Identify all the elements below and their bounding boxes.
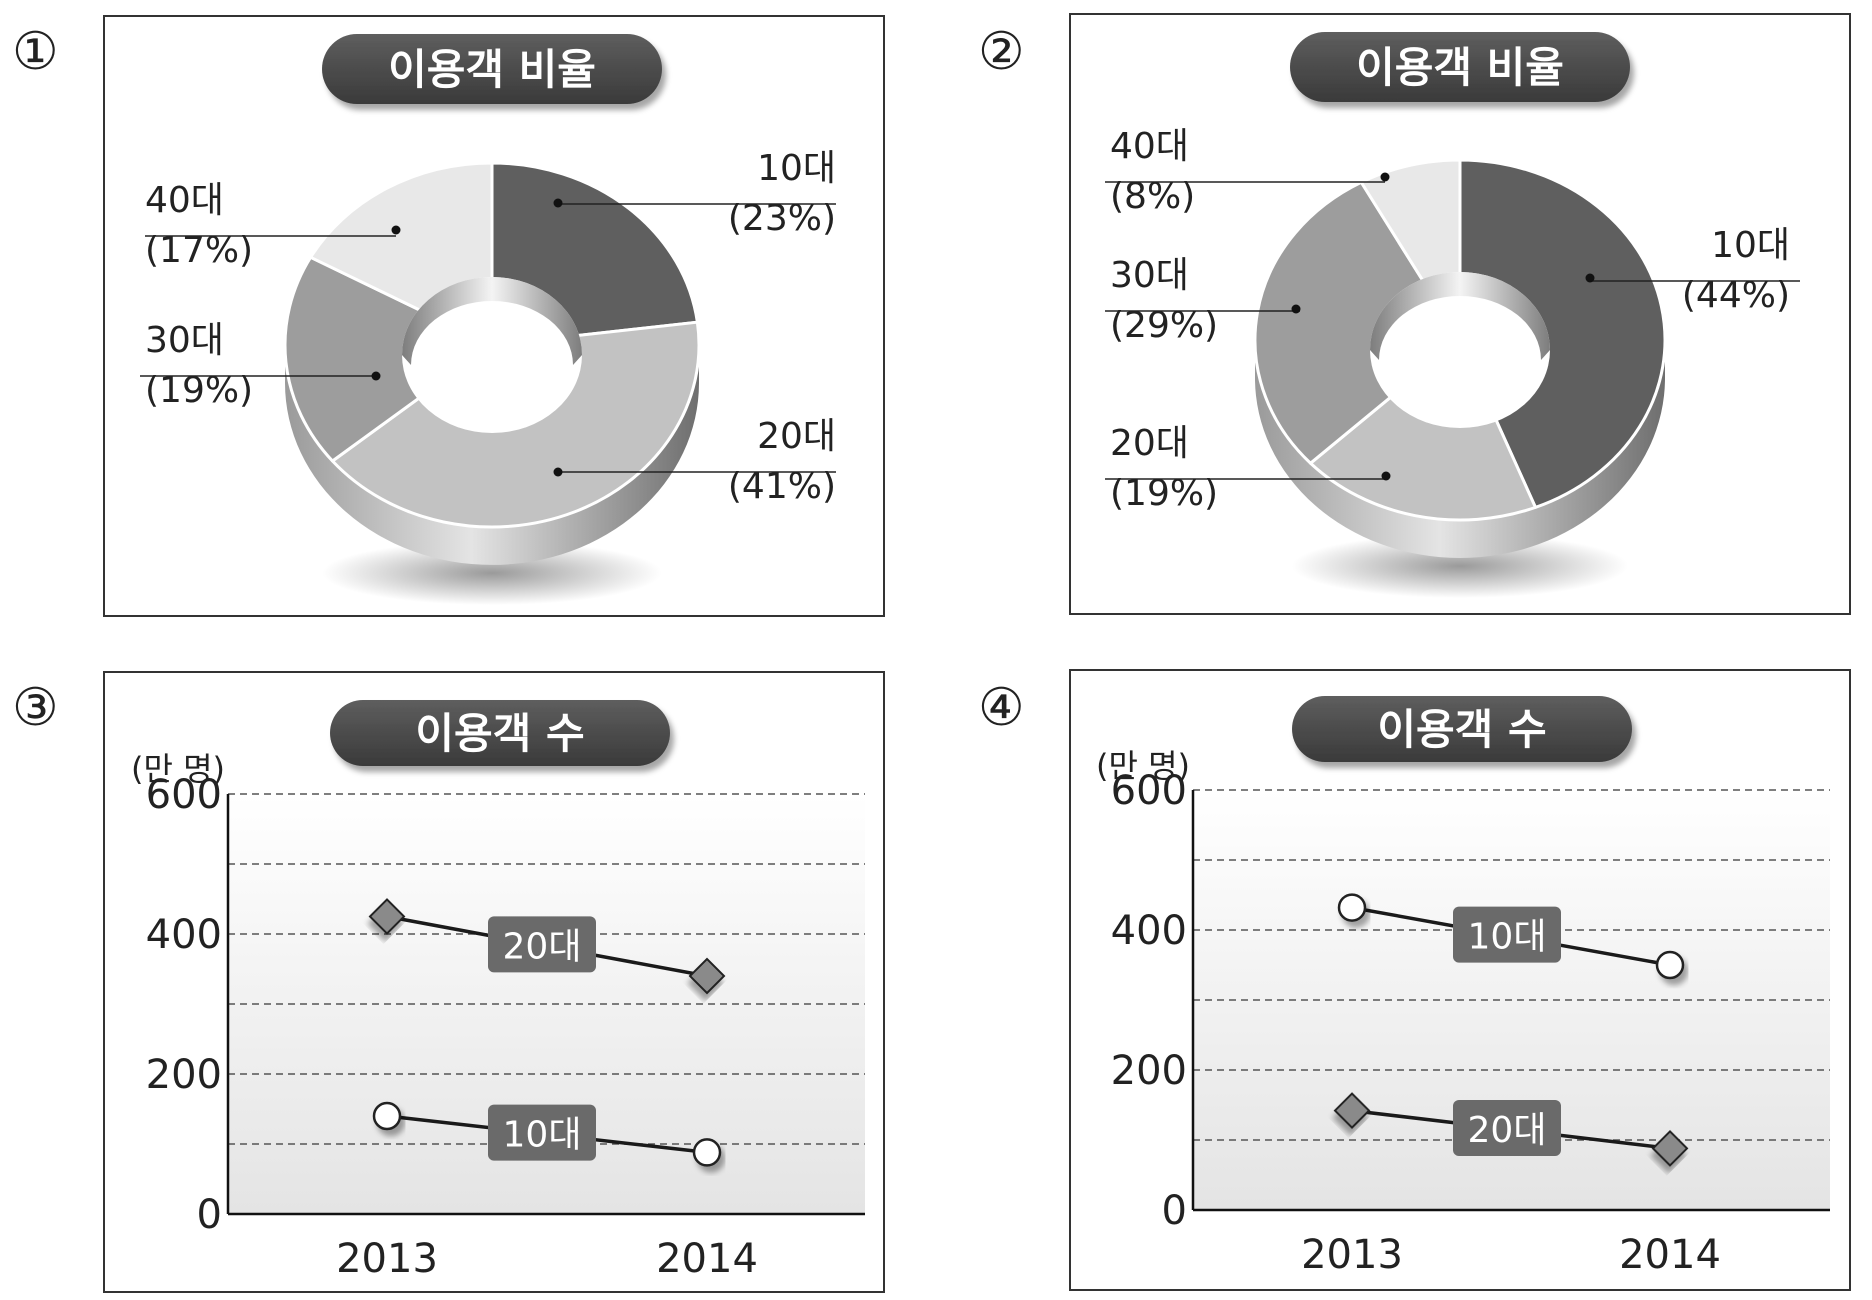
slice-value-label: (29%) [1110,305,1218,346]
line-chart-2: 이용객 수 (만 명) 0 200 400 600 2013 2014 10대 20대 [1069,669,1851,1291]
slice-label: 10대 [1711,225,1790,266]
series-label: 10대 [503,1115,582,1156]
x-tick-label: 2014 [656,1236,758,1282]
slice-value-label: (44%) [1682,275,1790,316]
y-axis-unit: (만 명) [1096,747,1190,785]
slice-label: 40대 [145,180,224,221]
donut-hole [1370,272,1550,428]
series-label: 20대 [1468,1110,1547,1151]
leader-dot [1380,172,1390,182]
x-tick-label: 2014 [1619,1232,1721,1278]
x-tick-label: 2013 [1301,1232,1403,1278]
panel-number-1: ① [12,22,59,82]
data-point-diamond [688,957,726,995]
series-label: 20대 [503,926,582,967]
line-chart-1: 이용객 수 (만 명) 0 200 400 600 2013 2014 20대 10대 [103,671,885,1293]
leader-dot [553,198,563,208]
y-tick-label: 600 [1111,768,1187,814]
panel-number-4: ④ [978,678,1025,738]
data-point-diamond [1651,1130,1689,1167]
leader-dot [1291,304,1301,314]
slice-label: 20대 [1110,423,1189,464]
donut-chart-2: 이용객 비율 10대 (44%) 20대 (19%) 30대 (29%) 40대 (8%) [1069,13,1851,615]
donut-chart-1: 이용객 비율 10대 (23%) 20대 (41%) 30대 (19%) 40대 (17%) [103,15,885,617]
title-banner [1290,32,1630,102]
slice-label: 30대 [145,320,224,361]
slice-10대 [1458,158,1667,509]
chart-title: 이용객 수 [415,709,584,758]
slice-value-label: (41%) [728,466,836,507]
y-tick-label: 0 [1162,1188,1187,1234]
x-tick-label: 2013 [336,1236,438,1282]
donut-rim [285,345,699,565]
chart-title: 이용객 비율 [388,45,596,94]
slice-value-label: (19%) [145,370,253,411]
leader-dot [1585,273,1595,283]
y-tick-label: 400 [1111,908,1187,954]
donut-shadow [1291,534,1629,598]
title-banner [1292,696,1632,762]
data-point-circle [372,1101,402,1131]
y-tick-label: 0 [197,1192,222,1238]
chart-title: 이용객 수 [1377,705,1546,754]
leader-dot [391,225,401,235]
title-banner [322,34,662,104]
chart-title: 이용객 비율 [1356,43,1564,92]
data-point-circle [1655,950,1685,980]
title-banner [330,700,670,766]
y-tick-label: 600 [146,772,222,818]
data-point-circle [1337,893,1367,922]
slice-value-label: (17%) [145,230,253,271]
donut-rim [1255,340,1665,558]
y-tick-label: 200 [146,1052,222,1098]
slice-value-label: (23%) [728,198,836,239]
series-label: 10대 [1468,917,1547,958]
donut-hole-inner-wall [402,277,582,365]
series-label-badge [1453,906,1561,963]
slice-label: 30대 [1110,255,1189,296]
slice-30대 [283,255,494,463]
data-point-diamond [1333,1092,1371,1129]
data-point-circle [692,1138,722,1167]
y-tick-label: 400 [146,912,222,958]
slice-value-label: (19%) [1110,473,1218,514]
slice-label: 10대 [757,148,836,189]
donut-hole-inner-wall [1370,272,1550,360]
panel-number-2: ② [978,22,1025,82]
series-label-badge [488,916,596,973]
y-tick-label: 200 [1111,1048,1187,1094]
y-axis-unit: (만 명) [131,750,225,788]
leader-dot [1381,471,1391,481]
panel-number-3: ③ [12,678,59,738]
donut-hole [402,277,582,433]
series-label-badge [488,1104,596,1161]
leader-dot [371,371,381,381]
slice-30대 [1253,180,1462,465]
slice-label: 40대 [1110,126,1189,167]
leader-dot [553,467,563,477]
data-point-diamond [368,898,406,935]
series-label-badge [1453,1100,1561,1157]
slice-value-label: (8%) [1110,176,1195,217]
slice-label: 20대 [757,416,836,457]
donut-shadow [322,541,662,605]
